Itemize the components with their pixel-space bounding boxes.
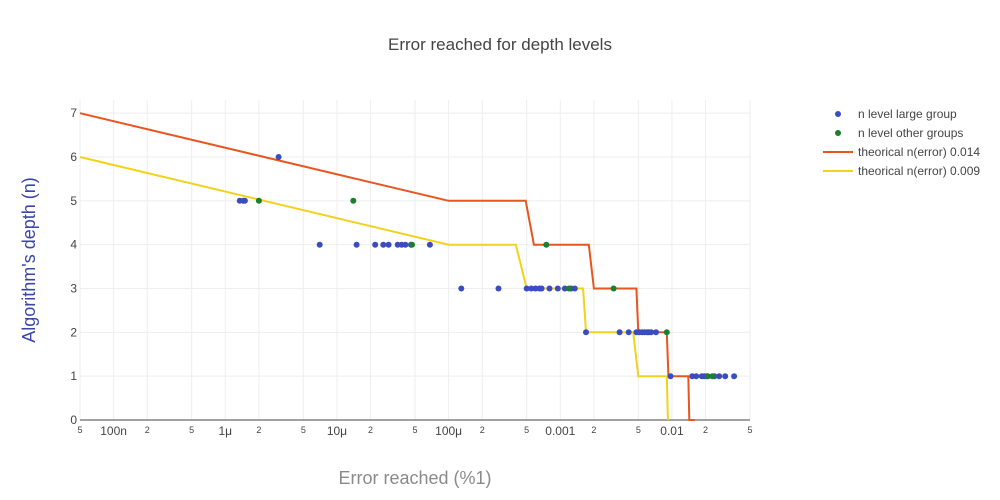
x-minor-tick-label: 5 — [524, 425, 529, 435]
x-tick-label: 1μ — [218, 424, 232, 438]
data-point[interactable] — [402, 241, 409, 248]
x-minor-tick-label: 5 — [747, 425, 752, 435]
data-point[interactable] — [610, 285, 617, 292]
legend-marker — [835, 130, 841, 136]
legend-label: n level large group — [858, 107, 957, 121]
data-point[interactable] — [380, 241, 387, 248]
y-tick-label: 0 — [70, 413, 77, 427]
legend-item[interactable]: n level large group — [835, 107, 957, 121]
data-point[interactable] — [566, 285, 573, 292]
data-point[interactable] — [426, 241, 433, 248]
data-point[interactable] — [663, 329, 670, 336]
y-tick-label: 6 — [70, 150, 77, 164]
x-tick-label: 100μ — [435, 424, 462, 438]
data-point[interactable] — [561, 285, 568, 292]
series-line-theorical-n-error-0-014[interactable] — [79, 112, 695, 421]
data-point[interactable] — [528, 285, 535, 292]
data-point[interactable] — [241, 197, 248, 204]
x-minor-tick-label: 5 — [301, 425, 306, 435]
y-tick-label: 2 — [70, 325, 77, 339]
data-point[interactable] — [523, 285, 530, 292]
data-point[interactable] — [275, 154, 282, 160]
legend-label: n level other groups — [858, 126, 963, 140]
chart-title: Error reached for depth levels — [388, 35, 612, 54]
data-point[interactable] — [554, 285, 561, 292]
x-tick-label: 0.01 — [660, 424, 684, 438]
data-point[interactable] — [255, 197, 262, 204]
x-minor-tick-label: 2 — [145, 425, 150, 435]
data-point[interactable] — [722, 373, 729, 380]
data-point[interactable] — [353, 241, 360, 248]
legend[interactable]: n level large group n level other groups t… — [823, 107, 980, 178]
data-point[interactable] — [625, 329, 632, 336]
plot-area[interactable] — [79, 112, 738, 421]
x-minor-tick-label: 5 — [189, 425, 194, 435]
legend-item[interactable]: theorical n(error) 0.014 — [823, 145, 980, 159]
y-tick-label: 4 — [70, 238, 77, 252]
data-point[interactable] — [385, 241, 392, 248]
data-point[interactable] — [372, 241, 379, 248]
data-point[interactable] — [409, 241, 415, 248]
x-minor-tick-label: 5 — [636, 425, 641, 435]
legend-label: theorical n(error) 0.014 — [858, 145, 980, 159]
legend-marker — [835, 111, 841, 117]
data-point[interactable] — [731, 373, 738, 380]
x-minor-tick-label: 2 — [256, 425, 261, 435]
grid — [79, 100, 751, 420]
x-axis-label: Error reached (%1) — [338, 468, 491, 488]
x-minor-tick-label: 2 — [368, 425, 373, 435]
data-point[interactable] — [616, 329, 623, 336]
data-point[interactable] — [693, 373, 700, 380]
data-point[interactable] — [350, 197, 357, 204]
data-point[interactable] — [571, 285, 578, 292]
data-point[interactable] — [716, 373, 723, 380]
data-point[interactable] — [667, 373, 674, 380]
data-point[interactable] — [653, 329, 659, 336]
x-minor-tick-label: 2 — [591, 425, 596, 435]
series-line-theorical-n-error-0-009[interactable] — [79, 156, 669, 421]
data-point[interactable] — [495, 285, 502, 292]
data-point[interactable] — [546, 285, 553, 292]
data-point[interactable] — [543, 241, 550, 248]
x-minor-tick-label: 2 — [703, 425, 708, 435]
x-minor-tick-label: 2 — [480, 425, 485, 435]
y-tick-label: 7 — [70, 106, 77, 120]
data-point[interactable] — [316, 241, 323, 248]
x-tick-label: 0.001 — [545, 424, 575, 438]
data-point[interactable] — [583, 329, 589, 336]
axes: 0 1 2 3 4 5 6 7 100n 1μ 10μ 100μ 0.001 0.01 5 2 5 2 5 2 5 2 5 2… — [70, 106, 752, 438]
legend-item[interactable]: n level other groups — [835, 126, 963, 140]
x-tick-label: 100n — [100, 424, 127, 438]
x-minor-tick-label: 5 — [412, 425, 417, 435]
data-point[interactable] — [538, 285, 545, 292]
y-tick-label: 3 — [70, 281, 77, 295]
y-axis-label: Algorithm's depth (n) — [19, 177, 39, 343]
y-tick-label: 1 — [70, 369, 77, 383]
legend-item[interactable]: theorical n(error) 0.009 — [823, 164, 980, 178]
legend-label: theorical n(error) 0.009 — [858, 164, 980, 178]
x-minor-tick-label: 5 — [77, 425, 82, 435]
x-tick-label: 10μ — [327, 424, 347, 438]
data-point[interactable] — [709, 373, 716, 380]
data-point[interactable] — [458, 285, 465, 292]
y-tick-label: 5 — [70, 194, 77, 208]
data-point[interactable] — [704, 373, 711, 380]
data-point[interactable] — [648, 329, 655, 336]
